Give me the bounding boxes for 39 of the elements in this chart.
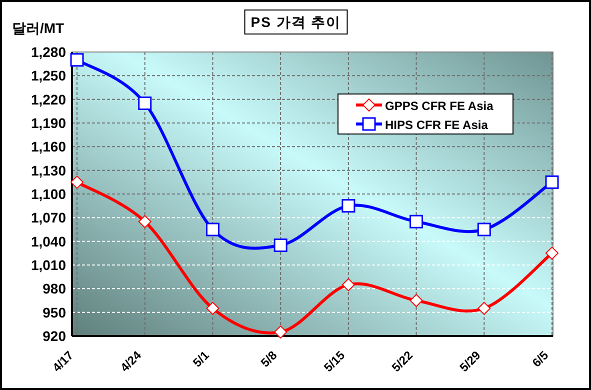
y-axis-title: 달러/MT [12,20,65,36]
y-tick-label: 1,070 [30,210,66,226]
y-tick-label: 1,280 [30,44,66,60]
y-tick-label: 1,220 [30,91,66,108]
point [206,302,220,315]
point [410,294,423,307]
point [545,175,559,189]
y-tick-label: 980 [42,280,66,297]
x-tick-label: 5/1 [190,348,212,370]
y-tick-label: 920 [42,328,66,344]
point [138,215,152,228]
point [410,214,424,228]
point [70,53,84,67]
chart-title: PS 가격 추이 [250,14,342,30]
x-tick-label: 5/22 [388,348,416,375]
y-tick-label: 950 [42,304,66,320]
x-tick-label: 5/8 [258,348,280,370]
legend-label: HIPS CFR FE Asia [385,118,488,132]
x-tick-label: 6/5 [529,348,552,370]
y-tick-label: 1,130 [30,162,66,178]
point [342,199,356,213]
x-tick-label: 5/29 [456,348,484,375]
y-tick-label: 1,100 [30,186,66,202]
point [546,246,558,260]
point [274,326,288,339]
point [477,222,491,236]
point [138,96,152,110]
legend-label: GPPS CFR FE Asia [385,99,494,113]
point [274,238,288,252]
point [478,302,491,315]
y-tick-label: 1,040 [30,233,66,250]
y-tick-label: 1,160 [30,138,66,155]
point [342,278,355,292]
point [206,222,220,236]
x-tick-label: 4/24 [118,348,144,375]
point [70,176,84,189]
y-tick-label: 1,190 [30,115,66,131]
y-tick-label: 1,010 [30,257,66,273]
y-tick-label: 1,250 [30,68,66,84]
